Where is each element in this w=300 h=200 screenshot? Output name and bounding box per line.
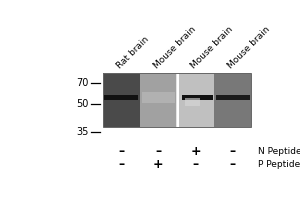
Bar	[176, 73, 178, 127]
Text: 35: 35	[76, 127, 89, 137]
Text: –: –	[155, 145, 161, 158]
Text: N Peptide: N Peptide	[258, 147, 300, 156]
Bar	[103, 73, 251, 127]
Bar	[140, 73, 177, 127]
Text: Mouse brain: Mouse brain	[152, 25, 198, 70]
Text: Mouse brain: Mouse brain	[226, 25, 272, 70]
Text: Mouse brain: Mouse brain	[189, 25, 235, 70]
Bar	[140, 73, 177, 127]
Text: –: –	[230, 158, 236, 171]
Bar	[216, 95, 250, 100]
Text: –: –	[118, 145, 124, 158]
Text: Rat brain: Rat brain	[115, 35, 151, 70]
Bar	[214, 73, 251, 127]
Text: +: +	[153, 158, 164, 171]
Bar	[185, 98, 200, 106]
Text: –: –	[193, 158, 199, 171]
Bar	[142, 92, 175, 103]
Bar	[182, 95, 213, 100]
Bar	[104, 95, 138, 100]
Text: P Peptide: P Peptide	[258, 160, 300, 169]
Bar	[103, 73, 140, 127]
Text: –: –	[230, 145, 236, 158]
Bar	[177, 73, 214, 127]
Text: 70: 70	[76, 78, 89, 88]
Text: –: –	[118, 158, 124, 171]
Text: 50: 50	[76, 99, 89, 109]
Text: +: +	[190, 145, 201, 158]
